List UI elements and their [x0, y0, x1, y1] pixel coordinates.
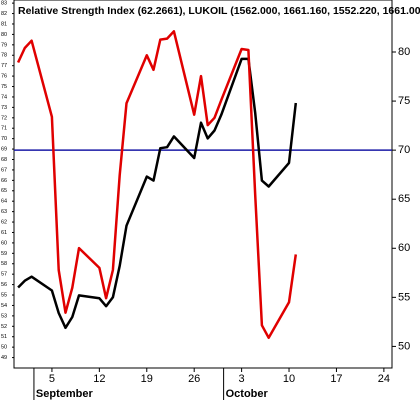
y2-tick-label: 74 — [1, 94, 7, 100]
y2-tick-label: 68 — [1, 157, 7, 163]
y-tick-label: 55 — [398, 291, 410, 303]
y2-tick-label: 75 — [1, 84, 7, 90]
y2-tick-label: 53 — [1, 313, 7, 319]
y2-tick-label: 63 — [1, 209, 7, 215]
y2-tick-label: 79 — [1, 42, 7, 48]
y2-tick-label: 50 — [1, 345, 7, 351]
y-tick-label: 75 — [398, 95, 410, 107]
chart-title: Relative Strength Index (62.2661), LUKOI… — [18, 5, 420, 17]
x-tick-label: 3 — [239, 373, 245, 385]
series-line — [16, 30, 298, 340]
x-tick-label: 12 — [93, 373, 105, 385]
plot-frame — [13, 0, 393, 369]
y2-tick-label: 83 — [1, 1, 7, 7]
y2-tick-label: 67 — [1, 167, 7, 173]
y2-tick-label: 55 — [1, 292, 7, 298]
x-tick-label: 24 — [378, 373, 390, 385]
y2-tick-label: 81 — [1, 21, 7, 27]
y2-tick-label: 62 — [1, 220, 7, 226]
y2-tick-label: 57 — [1, 272, 7, 278]
y2-tick-label: 66 — [1, 178, 7, 184]
y2-tick-label: 51 — [1, 334, 7, 340]
y2-tick-label: 56 — [1, 282, 7, 288]
y2-tick-label: 49 — [1, 355, 7, 361]
y2-tick-label: 52 — [1, 324, 7, 330]
y-tick-label: 50 — [398, 340, 410, 352]
y2-tick-label: 61 — [1, 230, 7, 236]
y-tick-label: 65 — [398, 193, 410, 205]
y2-tick-label: 64 — [1, 199, 7, 205]
y2-tick-label: 76 — [1, 74, 7, 80]
x-tick-label: 19 — [141, 373, 153, 385]
y2-tick-label: 77 — [1, 63, 7, 69]
y2-tick-label: 69 — [1, 147, 7, 153]
y-tick-label: 70 — [398, 144, 410, 156]
x-tick-label: 26 — [188, 373, 200, 385]
month-label: September — [36, 388, 94, 400]
y-tick-label: 80 — [398, 46, 410, 58]
y2-tick-label: 71 — [1, 126, 7, 132]
y2-tick-label: 80 — [1, 32, 7, 38]
y2-tick-label: 65 — [1, 188, 7, 194]
y2-tick-label: 72 — [1, 115, 7, 121]
y2-tick-label: 78 — [1, 53, 7, 59]
y2-tick-label: 59 — [1, 251, 7, 257]
y2-tick-label: 58 — [1, 261, 7, 267]
y-tick-label: 60 — [398, 242, 410, 254]
month-label: October — [226, 388, 269, 400]
x-tick-label: 5 — [49, 373, 55, 385]
y2-tick-label: 73 — [1, 105, 7, 111]
y2-tick-label: 70 — [1, 136, 7, 142]
y2-tick-label: 82 — [1, 11, 7, 17]
y2-tick-label: 54 — [1, 303, 7, 309]
y2-tick-label: 60 — [1, 240, 7, 246]
x-tick-label: 17 — [330, 373, 342, 385]
x-tick-label: 10 — [283, 373, 295, 385]
